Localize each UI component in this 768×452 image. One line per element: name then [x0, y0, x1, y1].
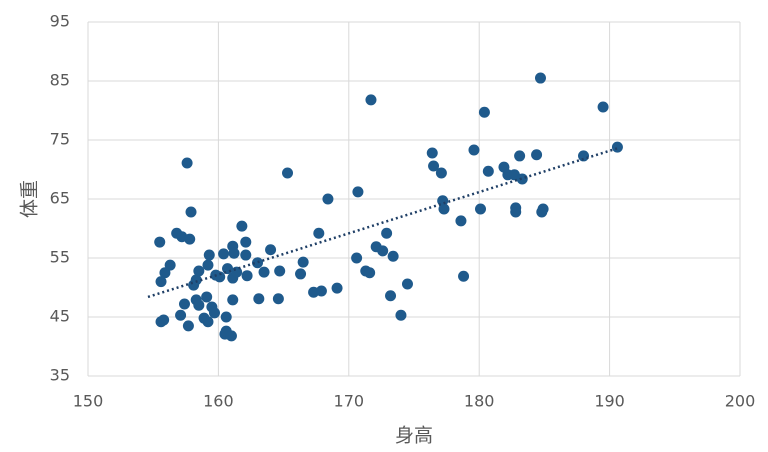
point	[208, 307, 220, 319]
point	[175, 309, 187, 321]
trendline	[147, 147, 618, 299]
point	[428, 160, 440, 172]
point	[385, 290, 397, 302]
point	[531, 149, 543, 161]
point	[297, 256, 309, 268]
point	[155, 276, 167, 288]
point	[241, 270, 253, 282]
y-tick-label: 85	[50, 71, 70, 90]
point	[184, 233, 196, 245]
point	[352, 186, 364, 198]
point	[458, 270, 470, 282]
point	[315, 285, 327, 297]
x-axis-title: 身高	[395, 425, 433, 447]
point	[274, 265, 286, 277]
point	[468, 144, 480, 156]
point	[190, 274, 202, 286]
y-axis-title: 体重	[19, 180, 41, 218]
point	[182, 320, 194, 332]
point	[475, 203, 487, 215]
point	[387, 250, 399, 262]
point	[510, 202, 522, 214]
x-tick-label: 190	[594, 392, 625, 411]
x-tick-label: 150	[73, 392, 104, 411]
point	[597, 101, 609, 113]
point	[331, 282, 343, 294]
point	[202, 316, 214, 328]
point	[240, 249, 252, 261]
y-tick-label: 45	[50, 307, 70, 326]
point	[178, 298, 190, 310]
point	[514, 150, 526, 162]
point	[193, 265, 205, 277]
point	[272, 293, 284, 305]
point	[381, 227, 393, 239]
x-tick-label: 160	[203, 392, 234, 411]
point	[225, 330, 237, 342]
point	[181, 157, 193, 169]
point	[438, 203, 450, 215]
point	[218, 248, 230, 260]
point	[455, 215, 467, 227]
point	[401, 278, 413, 290]
point	[534, 72, 546, 84]
point	[240, 236, 252, 248]
point	[164, 259, 176, 271]
point	[253, 293, 265, 305]
point	[295, 268, 307, 280]
point	[220, 311, 232, 323]
point	[435, 167, 447, 179]
point	[364, 267, 376, 279]
point	[516, 173, 528, 185]
point	[313, 227, 325, 239]
y-tick-label: 95	[50, 12, 70, 31]
point	[214, 271, 226, 283]
point	[193, 299, 205, 311]
point	[478, 106, 490, 118]
point	[227, 294, 239, 306]
point	[252, 257, 264, 269]
y-tick-label: 35	[50, 366, 70, 385]
point	[258, 266, 270, 278]
point	[154, 236, 166, 248]
point	[322, 193, 334, 205]
point	[158, 314, 170, 326]
point	[377, 245, 389, 257]
point	[228, 247, 240, 259]
point	[537, 203, 549, 215]
point	[365, 94, 377, 106]
y-tick-label: 75	[50, 130, 70, 149]
point	[351, 252, 363, 264]
point	[426, 147, 438, 159]
y-tick-label: 55	[50, 248, 70, 267]
x-tick-label: 180	[464, 392, 495, 411]
x-tick-label: 200	[725, 392, 756, 411]
point	[611, 141, 623, 153]
point	[159, 267, 171, 279]
x-tick-label: 170	[334, 392, 365, 411]
point	[203, 249, 215, 261]
point	[202, 259, 214, 271]
point	[395, 309, 407, 321]
point	[282, 167, 294, 179]
point	[201, 291, 213, 303]
point	[185, 206, 197, 218]
y-tick-label: 65	[50, 189, 70, 208]
point	[265, 244, 277, 256]
point	[482, 165, 494, 177]
point	[236, 220, 248, 232]
point	[578, 150, 590, 162]
